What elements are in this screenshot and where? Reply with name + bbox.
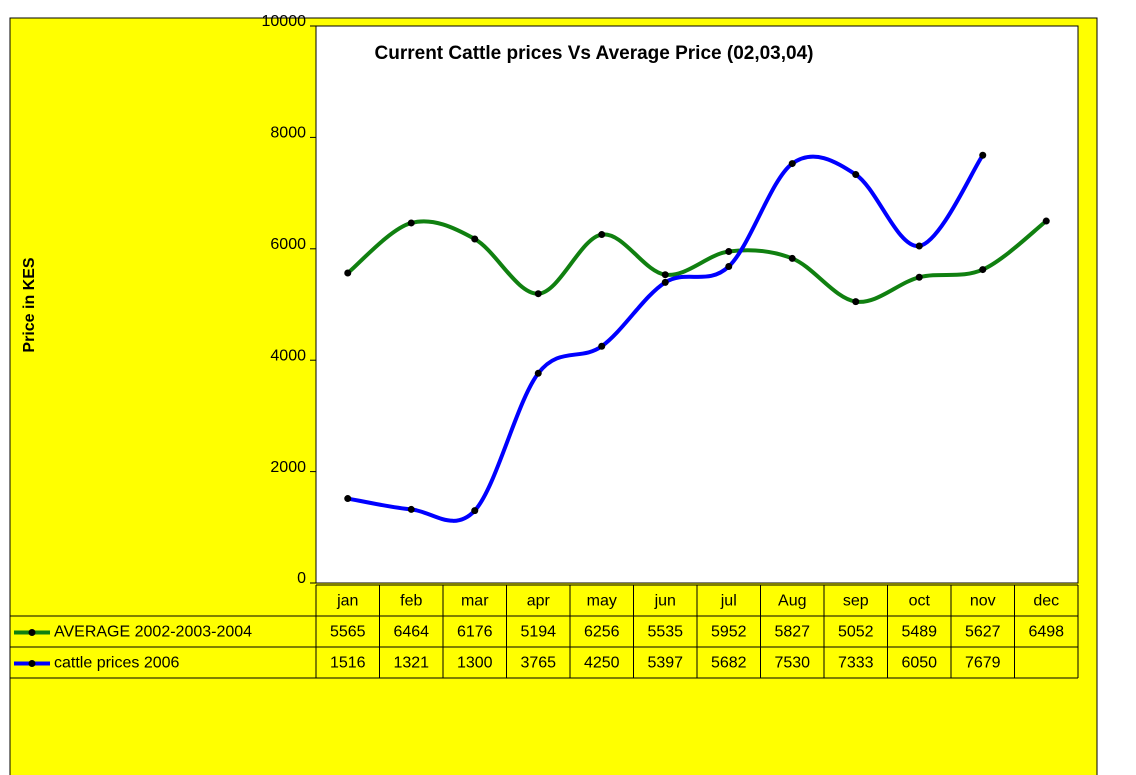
table-value: 6176 <box>457 624 493 641</box>
legend-label: cattle prices 2006 <box>54 655 180 672</box>
marker <box>852 171 860 179</box>
table-value: 5052 <box>838 624 874 641</box>
y-tick-label: 10000 <box>262 13 307 30</box>
marker <box>344 269 352 277</box>
marker <box>788 254 796 262</box>
x-tick-label: jun <box>654 593 676 610</box>
x-tick-label: sep <box>843 593 869 610</box>
marker <box>979 266 987 274</box>
legend-label: AVERAGE 2002-2003-2004 <box>54 624 252 641</box>
table-value: 5565 <box>330 624 366 641</box>
table-value: 5627 <box>965 624 1001 641</box>
marker <box>661 271 669 279</box>
x-tick-label: apr <box>527 593 551 610</box>
table-value: 7333 <box>838 655 874 672</box>
table-value: 1300 <box>457 655 493 672</box>
marker <box>788 160 796 168</box>
marker <box>407 505 415 513</box>
table-value: 5489 <box>901 624 937 641</box>
x-tick-label: jul <box>720 593 737 610</box>
table-value: 4250 <box>584 655 620 672</box>
marker <box>407 219 415 227</box>
table-value: 5952 <box>711 624 747 641</box>
x-tick-label: feb <box>400 593 422 610</box>
x-tick-label: nov <box>970 593 996 610</box>
x-tick-label: jan <box>336 593 358 610</box>
table-value: 6498 <box>1028 624 1064 641</box>
marker <box>534 369 542 377</box>
marker <box>471 507 479 515</box>
table-value: 7530 <box>774 655 810 672</box>
table-value: 5827 <box>774 624 810 641</box>
y-tick-label: 8000 <box>270 125 306 142</box>
x-tick-label: may <box>587 593 617 610</box>
table-value: 6256 <box>584 624 620 641</box>
marker <box>852 298 860 306</box>
marker <box>344 495 352 503</box>
marker <box>471 235 479 243</box>
table-value: 5194 <box>520 624 556 641</box>
table-value: 5535 <box>647 624 683 641</box>
y-tick-label: 2000 <box>270 459 306 476</box>
marker <box>598 231 606 239</box>
x-tick-label: Aug <box>778 593 806 610</box>
table-value: 5397 <box>647 655 683 672</box>
table-value: 3765 <box>520 655 556 672</box>
x-tick-label: mar <box>461 593 489 610</box>
legend-marker <box>28 629 36 636</box>
table-value: 7679 <box>965 655 1001 672</box>
x-tick-label: oct <box>909 593 931 610</box>
y-tick-label: 0 <box>297 570 306 587</box>
chart-title: Current Cattle prices Vs Average Price (… <box>375 43 814 64</box>
marker <box>725 263 733 271</box>
marker <box>725 247 733 255</box>
x-tick-label: dec <box>1033 593 1059 610</box>
legend-marker <box>28 660 36 667</box>
marker <box>1042 217 1050 225</box>
marker <box>915 242 923 250</box>
table-value: 6050 <box>901 655 937 672</box>
y-tick-label: 6000 <box>270 236 306 253</box>
marker <box>915 273 923 281</box>
marker <box>534 290 542 298</box>
table-value: 5682 <box>711 655 747 672</box>
y-tick-label: 4000 <box>270 347 306 364</box>
table-value: 1321 <box>393 655 429 672</box>
table-value: 6464 <box>393 624 429 641</box>
marker <box>598 342 606 350</box>
plot-area <box>315 25 1079 584</box>
marker <box>979 151 987 159</box>
table-value: 1516 <box>330 655 366 672</box>
y-axis-label: Price in KES <box>21 257 38 352</box>
marker <box>661 278 669 286</box>
